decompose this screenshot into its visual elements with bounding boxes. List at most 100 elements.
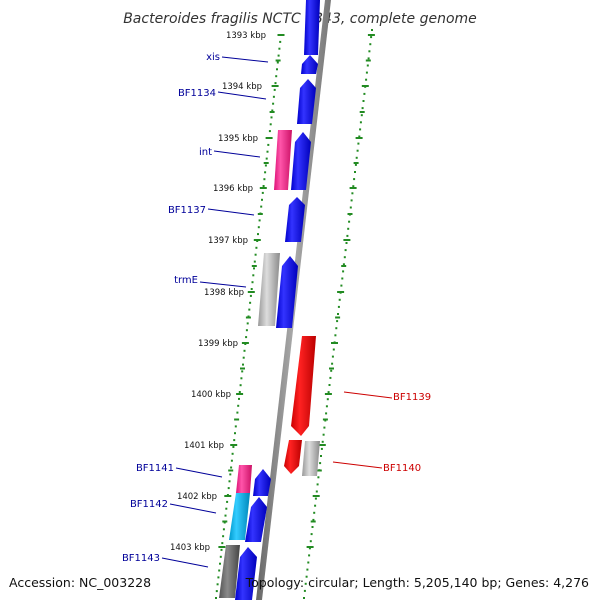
track-dot (337, 313, 339, 315)
trmE-feature-block[interactable] (258, 253, 280, 326)
major-tick-right (318, 444, 326, 446)
track-dot (347, 227, 350, 230)
track-dot (306, 568, 309, 571)
minor-tick-right (310, 520, 316, 523)
gene-arrow-int[interactable] (291, 132, 311, 190)
kbp-label-1396: 1396 kbp (213, 184, 253, 194)
track-dot (250, 288, 253, 290)
track-dot (332, 348, 335, 351)
track-dot (331, 362, 334, 365)
gene-label-BF1137[interactable]: BF1137 (168, 205, 206, 216)
major-tick-left (265, 137, 273, 139)
track-dot (239, 384, 242, 387)
track-dot (269, 123, 272, 126)
track-dot (315, 490, 318, 493)
gene-arrow-BF1143[interactable] (235, 547, 257, 600)
major-tick-right (312, 495, 320, 497)
track-dot (268, 130, 271, 133)
major-tick-left (241, 342, 249, 344)
BF1140-feature-block[interactable] (302, 441, 320, 476)
major-tick-right (367, 34, 375, 36)
track-dot (216, 583, 219, 586)
minor-tick-right (341, 265, 347, 267)
track-dot (254, 253, 257, 256)
track-dot (237, 404, 240, 407)
track-dot (217, 576, 220, 579)
major-tick-left (259, 187, 267, 189)
track-dot (220, 548, 223, 551)
gene-label-BF1142[interactable]: BF1142 (130, 499, 168, 510)
track-dot (266, 150, 269, 153)
track-dot (303, 597, 305, 599)
gene-label-BF1141[interactable]: BF1141 (136, 463, 174, 474)
gene-arrow-BF1142[interactable] (245, 497, 267, 542)
track-dot (322, 433, 325, 436)
track-dot (245, 329, 248, 332)
track-dot (326, 398, 329, 401)
track-dot (278, 47, 281, 50)
major-tick-right (355, 137, 363, 139)
gene-arrow-top[interactable] (304, 0, 320, 55)
major-tick-right (343, 239, 351, 241)
track-dot (258, 219, 261, 222)
major-tick-right (337, 291, 345, 293)
track-dot (240, 377, 243, 380)
track-dot (277, 54, 280, 57)
track-dot (218, 569, 221, 572)
major-tick-left (253, 239, 261, 241)
track-dot (360, 114, 363, 117)
int-feature-block[interactable] (274, 130, 292, 190)
track-dot (249, 301, 252, 304)
track-dot (317, 476, 320, 479)
gene-arrow-xis[interactable] (301, 55, 318, 74)
gene-arrow-BF1140[interactable] (284, 440, 302, 474)
track-dot (323, 426, 326, 429)
gene-arrow-trmE[interactable] (276, 256, 298, 328)
track-dot (273, 88, 276, 91)
BF1143-feature-block[interactable] (219, 545, 240, 598)
track-dot (245, 336, 248, 339)
gene-label-BF1139[interactable]: BF1139 (393, 392, 431, 403)
track-dot (359, 128, 362, 131)
track-dot (261, 191, 264, 194)
minor-tick-right (353, 162, 359, 164)
minor-tick-left (263, 162, 269, 164)
track-dot (369, 43, 372, 46)
track-dot (348, 220, 351, 223)
track-dot (352, 185, 355, 188)
track-dot (215, 597, 217, 599)
track-dot (303, 589, 306, 592)
gene-label-BF1134[interactable]: BF1134 (178, 88, 216, 99)
track-dot (308, 547, 311, 550)
major-tick-right (324, 393, 332, 395)
kbp-label-1403: 1403 kbp (170, 543, 210, 553)
gene-arrow-BF1134[interactable] (297, 79, 316, 124)
gene-arrow-BF1137[interactable] (285, 197, 305, 242)
track-dot (222, 535, 225, 538)
track-dot (275, 75, 278, 78)
gene-label-trmE[interactable]: trmE (174, 275, 198, 286)
track-dot (371, 29, 373, 31)
gene-label-xis[interactable]: xis (206, 52, 220, 63)
gene-arrow-BF1141[interactable] (253, 469, 271, 496)
gene-label-BF1143[interactable]: BF1143 (122, 553, 160, 564)
track-dot (227, 487, 230, 490)
minor-tick-left (245, 316, 251, 319)
BF1142-feature-block[interactable] (229, 493, 250, 540)
track-dot (325, 405, 328, 408)
track-dot (365, 71, 368, 74)
gene-label-BF1140[interactable]: BF1140 (383, 463, 421, 474)
track-dot (274, 82, 277, 85)
BF1141-feature-block[interactable] (236, 465, 252, 493)
track-dot (225, 507, 228, 510)
label-leader-lines (161, 56, 393, 568)
track-dot (252, 274, 255, 277)
topology-text: Topology: circular; Length: 5,205,140 bp… (245, 575, 589, 590)
track-dot (241, 370, 244, 373)
gene-label-int[interactable]: int (199, 147, 212, 158)
gene-arrow-BF1139[interactable] (291, 336, 316, 436)
track-dot (365, 78, 368, 81)
track-dot (340, 284, 343, 287)
track-dot (265, 157, 268, 160)
